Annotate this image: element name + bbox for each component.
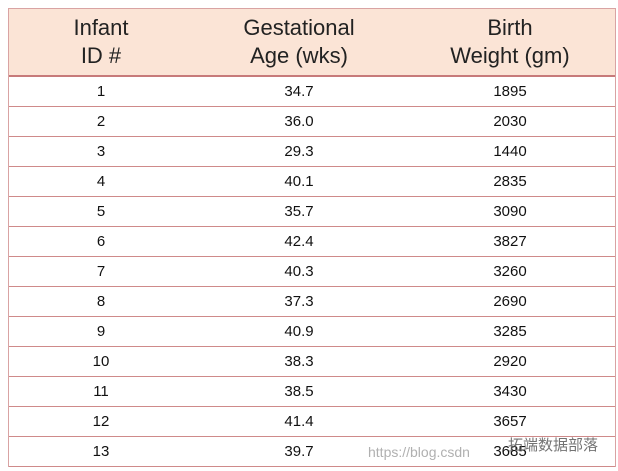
table-cell: 39.7 (284, 443, 314, 460)
table-cell: 1440 (493, 143, 527, 160)
table-cell: 2920 (493, 353, 527, 370)
table-row: 1 34.7 1895 (9, 77, 615, 107)
header-line: Infant (73, 15, 129, 40)
header-line: Gestational (243, 15, 355, 40)
header-cell: Birth Weight (gm) (405, 9, 615, 75)
table-cell: 1895 (493, 83, 527, 100)
table-cell: 3827 (493, 233, 527, 250)
table-cell: 3685 (493, 443, 527, 460)
table-cell: 36.0 (284, 113, 314, 130)
table-cell: 35.7 (284, 203, 314, 220)
table-cell: 3657 (493, 413, 527, 430)
table-row: 9 40.9 3285 (9, 317, 615, 347)
table-cell: 10 (92, 353, 110, 370)
header-cell: Gestational Age (wks) (193, 9, 405, 75)
table-cell: 12 (92, 413, 110, 430)
table-row: 2 36.0 2030 (9, 107, 615, 137)
table-cell: 40.1 (284, 173, 314, 190)
table-cell: 4 (96, 173, 106, 190)
table-row: 5 35.7 3090 (9, 197, 615, 227)
table-row: 4 40.1 2835 (9, 167, 615, 197)
table-cell: 29.3 (284, 143, 314, 160)
table-cell: 8 (96, 293, 106, 310)
table-cell: 2690 (493, 293, 527, 310)
table-row: 3 29.3 1440 (9, 137, 615, 167)
table-cell: 2 (96, 113, 106, 130)
table-cell: 1 (96, 83, 106, 100)
table-cell: 37.3 (284, 293, 314, 310)
table-cell: 2835 (493, 173, 527, 190)
table-cell: 38.5 (284, 383, 314, 400)
table-cell: 40.3 (284, 263, 314, 280)
table-cell: 3090 (493, 203, 527, 220)
table-row: 7 40.3 3260 (9, 257, 615, 287)
header-cell: Infant ID # (9, 9, 193, 75)
table-cell: 13 (92, 443, 110, 460)
table-cell: 41.4 (284, 413, 314, 430)
table-row: 10 38.3 2920 (9, 347, 615, 377)
table-row: 12 41.4 3657 (9, 407, 615, 437)
header-line: Weight (gm) (450, 43, 570, 68)
table-cell: 40.9 (284, 323, 314, 340)
table-row: 13 39.7 3685 (9, 437, 615, 467)
table-cell: 3 (96, 143, 106, 160)
table-row: 6 42.4 3827 (9, 227, 615, 257)
table-cell: 3430 (493, 383, 527, 400)
table-cell: 42.4 (284, 233, 314, 250)
table-row: 11 38.5 3430 (9, 377, 615, 407)
table-cell: 11 (93, 383, 109, 400)
watermark-brand: 拓端数据部落 (508, 437, 599, 454)
table-cell: 9 (96, 323, 106, 340)
table-cell: 5 (96, 203, 106, 220)
table-row: 8 37.3 2690 (9, 287, 615, 317)
watermark-url: https://blog.csdn (368, 444, 470, 460)
table-cell: 2030 (493, 113, 527, 130)
header-line: Age (wks) (250, 43, 348, 68)
table-cell: 6 (96, 233, 106, 250)
table-cell: 3285 (493, 323, 527, 340)
table-body: 1 34.7 1895 2 36.0 2030 3 29.3 1440 4 40.1 2835 5 35.… (9, 77, 615, 467)
table-cell: 34.7 (284, 83, 314, 100)
data-table: Infant ID # Gestational Age (wks) Birth Weigh… (8, 8, 616, 467)
table-cell: 7 (96, 263, 106, 280)
table-cell: 3260 (493, 263, 527, 280)
header-line: ID # (80, 43, 122, 68)
table-header: Infant ID # Gestational Age (wks) Birth Weigh… (9, 9, 615, 77)
table-cell: 38.3 (284, 353, 314, 370)
header-line: Birth (487, 15, 533, 40)
